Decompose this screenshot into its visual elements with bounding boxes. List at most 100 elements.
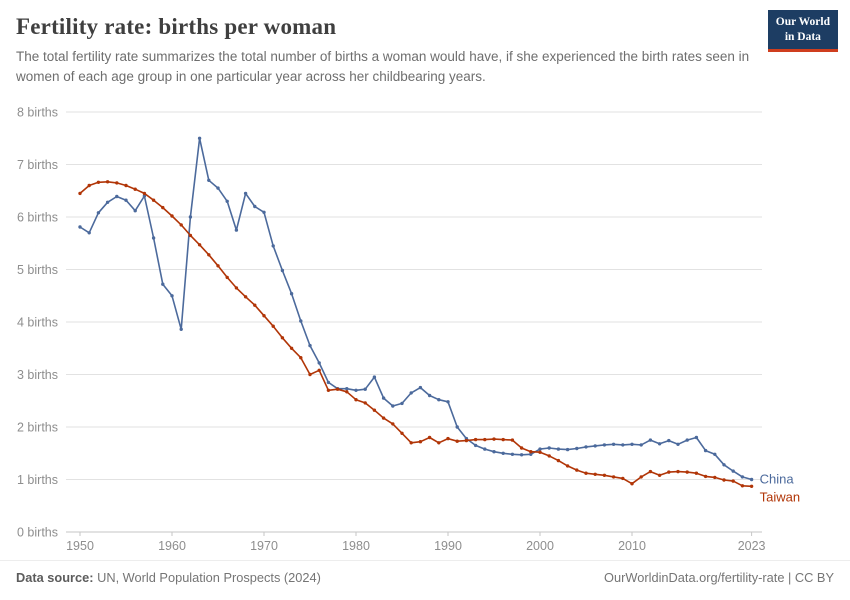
taiwan-data-point <box>363 401 367 405</box>
data-source: Data source: UN, World Population Prospe… <box>16 570 321 585</box>
taiwan-data-point <box>151 198 156 202</box>
taiwan-data-point <box>170 214 174 218</box>
china-data-point <box>326 380 331 385</box>
china-data-point <box>262 210 266 214</box>
y-tick-label: 2 births <box>17 421 58 435</box>
china-data-point <box>446 400 450 404</box>
china-data-point <box>630 442 634 446</box>
china-data-point <box>234 228 239 232</box>
china-data-point <box>602 443 607 447</box>
taiwan-data-point <box>602 473 607 477</box>
x-tick-label: 2000 <box>526 539 554 553</box>
china-data-point <box>354 388 358 392</box>
china-data-point <box>271 244 275 248</box>
taiwan-data-point <box>685 470 689 474</box>
taiwan-data-point <box>639 475 643 479</box>
china-data-point <box>703 448 708 453</box>
data-source-label: Data source: <box>16 570 94 585</box>
data-source-text: UN, World Population Prospects (2024) <box>93 570 321 585</box>
china-data-point <box>584 445 588 449</box>
taiwan-data-point <box>253 303 257 307</box>
china-data-point <box>713 452 717 456</box>
fertility-line-chart: 0 births 1 births 2 births 3 births 4 births… <box>17 106 800 554</box>
x-tick-label: 2023 <box>738 539 766 553</box>
china-data-point <box>593 444 597 448</box>
taiwan-data-point <box>621 476 625 481</box>
taiwan-data-point <box>740 484 745 488</box>
taiwan-data-point <box>326 388 331 392</box>
taiwan-data-point <box>749 484 754 488</box>
taiwan-data-point <box>197 243 202 247</box>
owid-logo[interactable]: Our World in Data <box>767 10 838 52</box>
taiwan-data-point <box>372 408 377 412</box>
china-data-point <box>400 401 404 406</box>
taiwan-data-point <box>501 437 505 442</box>
taiwan-data-point <box>630 482 634 486</box>
taiwan-data-point <box>713 475 717 480</box>
china-data-point <box>455 425 459 429</box>
china-data-point <box>345 387 349 391</box>
china-data-point <box>188 215 193 219</box>
china-data-point <box>124 198 128 202</box>
x-tick-label: 2010 <box>618 539 646 553</box>
x-tick-label: 1970 <box>250 539 278 553</box>
y-tick-label: 3 births <box>17 368 58 382</box>
taiwan-data-point <box>161 205 165 210</box>
china-data-point <box>133 209 137 213</box>
x-tick-label: 1980 <box>342 539 370 553</box>
taiwan-data-point <box>703 474 708 479</box>
china-data-point <box>253 204 257 209</box>
china-data-point <box>483 447 487 451</box>
taiwan-data-point <box>427 435 432 440</box>
taiwan-data-point <box>676 469 680 474</box>
page-title: Fertility rate: births per woman <box>16 14 337 39</box>
y-tick-label: 8 births <box>17 106 58 120</box>
china-data-point <box>685 438 689 442</box>
taiwan-data-point <box>657 473 662 477</box>
taiwan-data-point <box>142 191 147 196</box>
taiwan-data-point <box>473 437 478 442</box>
taiwan-data-point <box>722 478 726 482</box>
taiwan-data-point <box>335 387 340 391</box>
taiwan-data-point <box>271 324 275 328</box>
taiwan-data-point <box>317 368 321 372</box>
taiwan-data-point <box>105 180 110 184</box>
china-data-point <box>381 396 386 400</box>
taiwan-data-point <box>289 346 294 350</box>
taiwan-data-point <box>547 454 551 458</box>
china-data-point <box>161 282 165 286</box>
taiwan-data-point <box>115 181 119 185</box>
taiwan-data-point <box>234 286 239 290</box>
china-data-point <box>538 447 542 451</box>
taiwan-data-point <box>464 438 469 443</box>
china-data-point <box>151 236 156 240</box>
taiwan-data-point <box>207 253 211 257</box>
china-data-point <box>96 211 101 215</box>
taiwan-data-point <box>667 470 671 474</box>
china-line <box>79 137 752 481</box>
taiwan-data-point <box>124 183 128 188</box>
china-data-point <box>391 404 395 408</box>
china-data-point <box>170 294 174 298</box>
taiwan-data-point <box>483 437 487 442</box>
china-data-point <box>501 451 505 455</box>
y-tick-label: 0 births <box>17 526 58 540</box>
taiwan-data-point <box>354 398 358 402</box>
taiwan-data-point <box>510 438 515 442</box>
taiwan-data-point <box>409 441 413 445</box>
x-tick-label: 1960 <box>158 539 186 553</box>
x-tick-label: 1990 <box>434 539 462 553</box>
owid-logo-line2: in Data <box>784 30 821 43</box>
china-data-point <box>575 446 579 451</box>
china-data-point <box>216 186 220 190</box>
credit-link[interactable]: OurWorldinData.org/fertility-rate | CC B… <box>604 570 834 585</box>
taiwan-data-point <box>345 390 349 394</box>
taiwan-data-point <box>78 191 82 196</box>
china-data-point <box>115 194 119 199</box>
china-data-point <box>299 319 303 323</box>
taiwan-data-point <box>565 464 570 468</box>
china-data-point <box>179 327 183 331</box>
taiwan-data-point <box>418 440 423 444</box>
taiwan-data-point <box>87 183 91 188</box>
taiwan-data-point <box>584 471 588 475</box>
